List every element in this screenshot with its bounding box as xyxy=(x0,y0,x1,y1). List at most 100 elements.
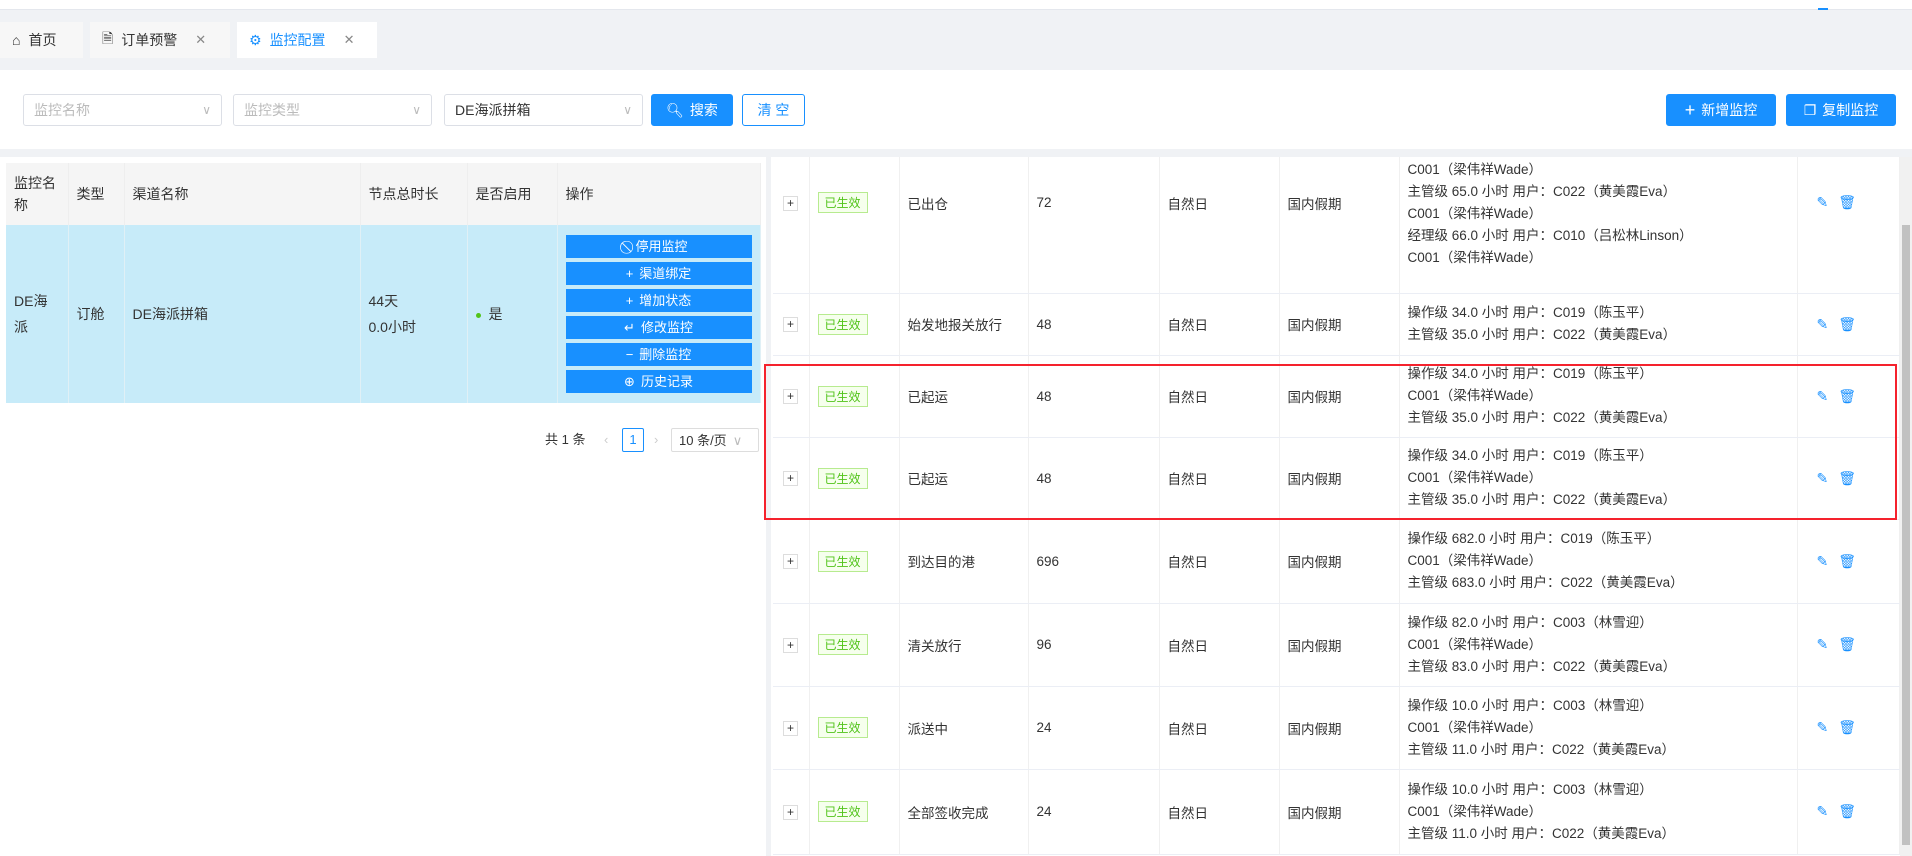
monitor-type-select[interactable]: 监控类型 ∨ xyxy=(233,94,432,126)
monitor-table: 监控名称 类型 渠道名称 节点总时长 是否启用 操作 DE海派 订舱 DE海派拼… xyxy=(6,163,761,403)
scrollbar[interactable] xyxy=(1900,157,1912,856)
action-button[interactable]: − 删除监控 xyxy=(565,343,752,366)
escalation-detail: 操作级 82.0 小时 用户：C003（林雪迎） C001（梁伟祥Wade） 主管级… xyxy=(1399,603,1798,687)
page-1[interactable]: 1 xyxy=(622,428,644,452)
table-row: + 已生效 到达目的港 696 自然日 国内假期 操作级 682.0 小时 用户… xyxy=(773,519,1900,604)
expand-icon[interactable]: + xyxy=(783,471,798,486)
delete-icon[interactable]: 🗑︎ xyxy=(1838,803,1857,819)
holiday-type: 国内假期 xyxy=(1279,157,1400,294)
escalation-detail: 操作级 10.0 小时 用户：C003（林雪迎） C001（梁伟祥Wade） 主管级… xyxy=(1399,686,1798,770)
edit-icon[interactable]: ✎ xyxy=(1816,315,1829,332)
status-detail-panel: + 已生效 已出仓 72 自然日 国内假期 操作级 64.0 小时 用户：C01… xyxy=(771,157,1912,856)
detail-line: 经理级 66.0 小时 用户：C010（吕松林Linson） xyxy=(1407,227,1693,243)
status-badge: 已生效 xyxy=(817,313,868,335)
top-bar xyxy=(0,0,1912,10)
edit-icon[interactable]: ✎ xyxy=(1816,552,1829,569)
status-table: + 已生效 已出仓 72 自然日 国内假期 操作级 64.0 小时 用户：C01… xyxy=(773,157,1900,855)
expand-icon[interactable]: + xyxy=(783,554,798,569)
detail-line: 主管级 683.0 小时 用户：C022（黄美霞Eva） xyxy=(1407,575,1684,590)
expand-icon[interactable]: + xyxy=(783,195,798,211)
expand-icon[interactable]: + xyxy=(783,804,798,820)
enabled: 是 xyxy=(467,225,558,403)
plus-icon: + xyxy=(1684,99,1696,120)
day-type: 自然日 xyxy=(1159,603,1280,687)
expand-icon[interactable]: + xyxy=(783,389,798,404)
close-icon[interactable]: ✕ xyxy=(343,32,355,47)
channel-select[interactable]: DE海派拼箱 ∨ xyxy=(444,94,643,126)
status-hours: 696 xyxy=(1028,519,1160,604)
holiday-type: 国内假期 xyxy=(1279,355,1400,438)
prev-page-icon[interactable]: ‹ xyxy=(604,432,609,447)
edit-icon[interactable]: ✎ xyxy=(1816,803,1829,819)
action-icon: + xyxy=(625,265,634,281)
escalation-detail: 操作级 34.0 小时 用户：C019（陈玉平） 主管级 35.0 小时 用户：C… xyxy=(1399,293,1798,356)
day-type: 自然日 xyxy=(1159,686,1280,770)
status-name: 已出仓 xyxy=(899,157,1029,294)
holiday-type: 国内假期 xyxy=(1279,519,1400,604)
edit-icon[interactable]: ✎ xyxy=(1816,719,1829,735)
detail-line: C001（梁伟祥Wade） xyxy=(1407,161,1543,177)
holiday-type: 国内假期 xyxy=(1279,437,1400,520)
col-header: 是否启用 xyxy=(467,163,558,225)
status-badge: 已生效 xyxy=(817,467,868,489)
delete-icon[interactable]: 🗑︎ xyxy=(1838,719,1857,735)
tab-home[interactable]: ⌂ 首页 xyxy=(0,22,83,58)
action-button[interactable]: + 渠道绑定 xyxy=(565,262,752,285)
copy-monitor-button[interactable]: ❐ 复制监控 xyxy=(1786,94,1896,126)
close-icon[interactable]: ✕ xyxy=(195,32,207,47)
edit-icon[interactable]: ✎ xyxy=(1816,469,1829,486)
status-badge: 已生效 xyxy=(817,385,868,407)
holiday-type: 国内假期 xyxy=(1279,686,1400,770)
clear-button[interactable]: 清 空 xyxy=(742,94,805,126)
action-button[interactable]: ⊕ 历史记录 xyxy=(565,370,752,393)
escalation-detail: 操作级 34.0 小时 用户：C019（陈玉平） C001（梁伟祥Wade） 主管级… xyxy=(1399,437,1798,520)
channel-name: DE海派拼箱 xyxy=(124,225,361,403)
action-button[interactable]: + 增加状态 xyxy=(565,289,752,312)
monitor-name-select[interactable]: 监控名称 ∨ xyxy=(23,94,222,126)
delete-icon[interactable]: 🗑︎ xyxy=(1838,636,1857,652)
gear-icon: ⚙ xyxy=(249,31,262,48)
delete-icon[interactable]: 🗑︎ xyxy=(1838,469,1857,486)
expand-icon[interactable]: + xyxy=(783,637,798,653)
edit-icon[interactable]: ✎ xyxy=(1816,636,1829,652)
status-hours: 24 xyxy=(1028,686,1160,770)
tab-order-alert[interactable]: 🗎 订单预警 ✕ xyxy=(90,22,230,58)
col-header: 监控名称 xyxy=(6,163,69,225)
detail-line: C001（梁伟祥Wade） xyxy=(1407,249,1543,265)
delete-icon[interactable]: 🗑︎ xyxy=(1838,552,1857,569)
detail-line: C001（梁伟祥Wade） xyxy=(1407,636,1543,652)
next-page-icon[interactable]: › xyxy=(654,432,659,447)
delete-icon[interactable]: 🗑︎ xyxy=(1838,315,1857,332)
delete-icon[interactable]: 🗑︎ xyxy=(1838,194,1857,211)
edit-icon[interactable]: ✎ xyxy=(1816,194,1829,211)
tab-monitor-config[interactable]: ⚙ 监控配置 ✕ xyxy=(237,22,377,58)
expand-icon[interactable]: + xyxy=(783,720,798,736)
escalation-detail: 操作级 682.0 小时 用户：C019（陈玉平） C001（梁伟祥Wade） 主管… xyxy=(1399,519,1798,604)
page-size-select[interactable]: 10 条/页 ∨ xyxy=(671,428,759,452)
action-button[interactable]: ↵ 修改监控 xyxy=(565,316,752,339)
add-monitor-button[interactable]: + 新增监控 xyxy=(1666,94,1776,126)
day-type: 自然日 xyxy=(1159,293,1280,356)
filter-bar: 监控名称 ∨ 监控类型 ∨ DE海派拼箱 ∨ 🔍︎ 搜索 清 空 + 新增监控 ❐ 复制监控 xyxy=(0,70,1912,149)
chevron-down-icon: ∨ xyxy=(202,103,211,117)
table-row: + 已生效 清关放行 96 自然日 国内假期 操作级 82.0 小时 用户：C0… xyxy=(773,603,1900,687)
monitor-list-panel: 监控名称 类型 渠道名称 节点总时长 是否启用 操作 DE海派 订舱 DE海派拼… xyxy=(0,157,766,856)
delete-icon[interactable]: 🗑︎ xyxy=(1838,387,1857,404)
day-type: 自然日 xyxy=(1159,355,1280,438)
status-badge: 已生效 xyxy=(817,717,868,738)
detail-line: 主管级 11.0 小时 用户：C022（黄美霞Eva） xyxy=(1407,741,1676,757)
status-name: 始发地报关放行 xyxy=(899,293,1029,356)
escalation-detail: 操作级 10.0 小时 用户：C003（林雪迎） C001（梁伟祥Wade） 主管级… xyxy=(1399,769,1798,855)
edit-icon[interactable]: ✎ xyxy=(1816,387,1829,404)
action-button[interactable]: ⃠停用监控 xyxy=(565,235,752,258)
detail-line: 操作级 682.0 小时 用户：C019（陈玉平） xyxy=(1407,531,1661,546)
expand-icon[interactable]: + xyxy=(783,317,798,332)
detail-line: 操作级 82.0 小时 用户：C003（林雪迎） xyxy=(1407,614,1653,630)
scrollbar-thumb[interactable] xyxy=(1902,225,1910,845)
search-button[interactable]: 🔍︎ 搜索 xyxy=(651,94,733,126)
detail-line: C001（梁伟祥Wade） xyxy=(1407,553,1543,568)
holiday-type: 国内假期 xyxy=(1279,293,1400,356)
chevron-down-icon: ∨ xyxy=(732,433,743,448)
document-icon: 🗎 xyxy=(102,30,114,46)
